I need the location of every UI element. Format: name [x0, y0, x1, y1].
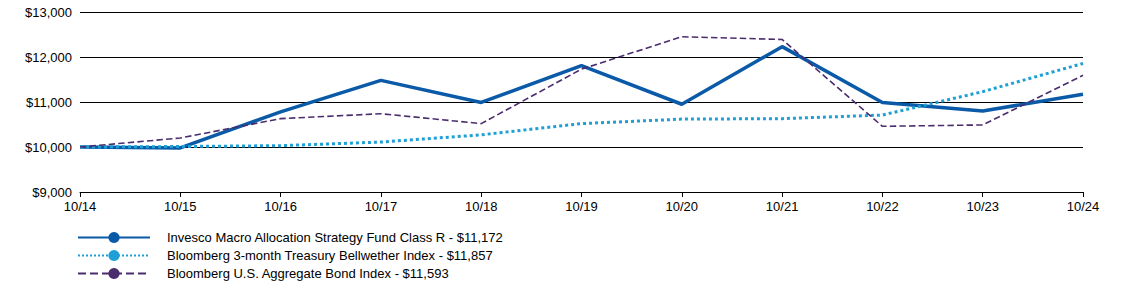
svg-text:$11,000: $11,000 — [26, 95, 72, 110]
svg-text:10/24: 10/24 — [1067, 199, 1100, 214]
svg-text:Bloomberg U.S. Aggregate Bond: Bloomberg U.S. Aggregate Bond Index - $1… — [167, 266, 449, 281]
svg-text:10/15: 10/15 — [164, 199, 197, 214]
svg-text:10/22: 10/22 — [866, 199, 899, 214]
svg-text:Invesco Macro Allocation Strat: Invesco Macro Allocation Strategy Fund C… — [167, 230, 503, 245]
svg-text:10/21: 10/21 — [766, 199, 799, 214]
svg-text:$10,000: $10,000 — [25, 140, 72, 155]
svg-text:10/20: 10/20 — [666, 199, 699, 214]
svg-text:$13,000: $13,000 — [25, 5, 72, 20]
svg-text:Bloomberg 3-month Treasury Bel: Bloomberg 3-month Treasury Bellwether In… — [167, 248, 493, 263]
svg-text:10/23: 10/23 — [966, 199, 999, 214]
svg-text:10/19: 10/19 — [565, 199, 598, 214]
svg-text:10/17: 10/17 — [365, 199, 398, 214]
svg-text:10/18: 10/18 — [465, 199, 498, 214]
svg-text:10/16: 10/16 — [264, 199, 297, 214]
svg-text:10/14: 10/14 — [64, 199, 97, 214]
svg-text:$12,000: $12,000 — [25, 50, 72, 65]
svg-text:$9,000: $9,000 — [32, 185, 72, 200]
